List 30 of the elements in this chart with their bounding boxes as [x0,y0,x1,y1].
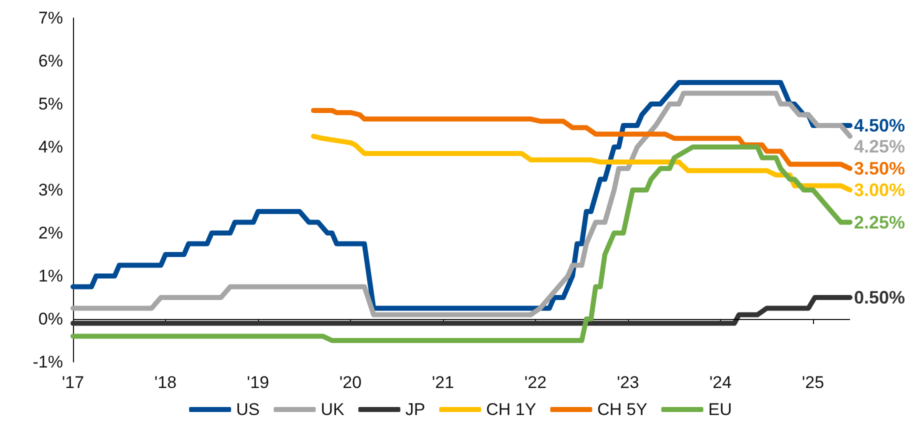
x-tick-label: '24 [709,373,732,392]
x-tick-label: '19 [246,373,270,392]
data-label: 4.50% [854,116,906,136]
data-label: 2.25% [854,212,906,232]
x-tick-label: '22 [524,373,547,392]
x-tick-label: '23 [616,373,640,392]
legend-label: CH 1Y [486,400,536,419]
legend-label: UK [320,400,345,419]
y-tick-label: 1% [38,266,63,286]
y-tick-label: 4% [38,138,63,156]
y-tick-label: -1% [32,352,63,372]
legend-label: CH 5Y [597,400,648,419]
data-label: 0.50% [854,288,906,308]
x-tick-label: '20 [339,373,362,392]
y-tick-label: 3% [38,180,63,200]
x-tick-label: '21 [432,373,454,392]
x-tick-label: '25 [802,373,824,392]
data-label: 3.50% [854,158,906,178]
x-tick-label: '18 [154,373,177,392]
y-tick-label: 5% [38,94,63,114]
legend-label: JP [405,400,426,419]
y-tick-label: 7% [38,8,63,28]
y-tick-label: 6% [38,52,63,70]
y-tick-label: 0% [38,310,63,328]
legend-label: US [236,400,260,419]
legend-label: EU [708,400,732,419]
data-label: 3.00% [854,180,906,200]
x-tick-label: '17 [62,373,84,392]
data-label: 4.25% [854,136,906,156]
y-tick-label: 2% [38,224,63,242]
